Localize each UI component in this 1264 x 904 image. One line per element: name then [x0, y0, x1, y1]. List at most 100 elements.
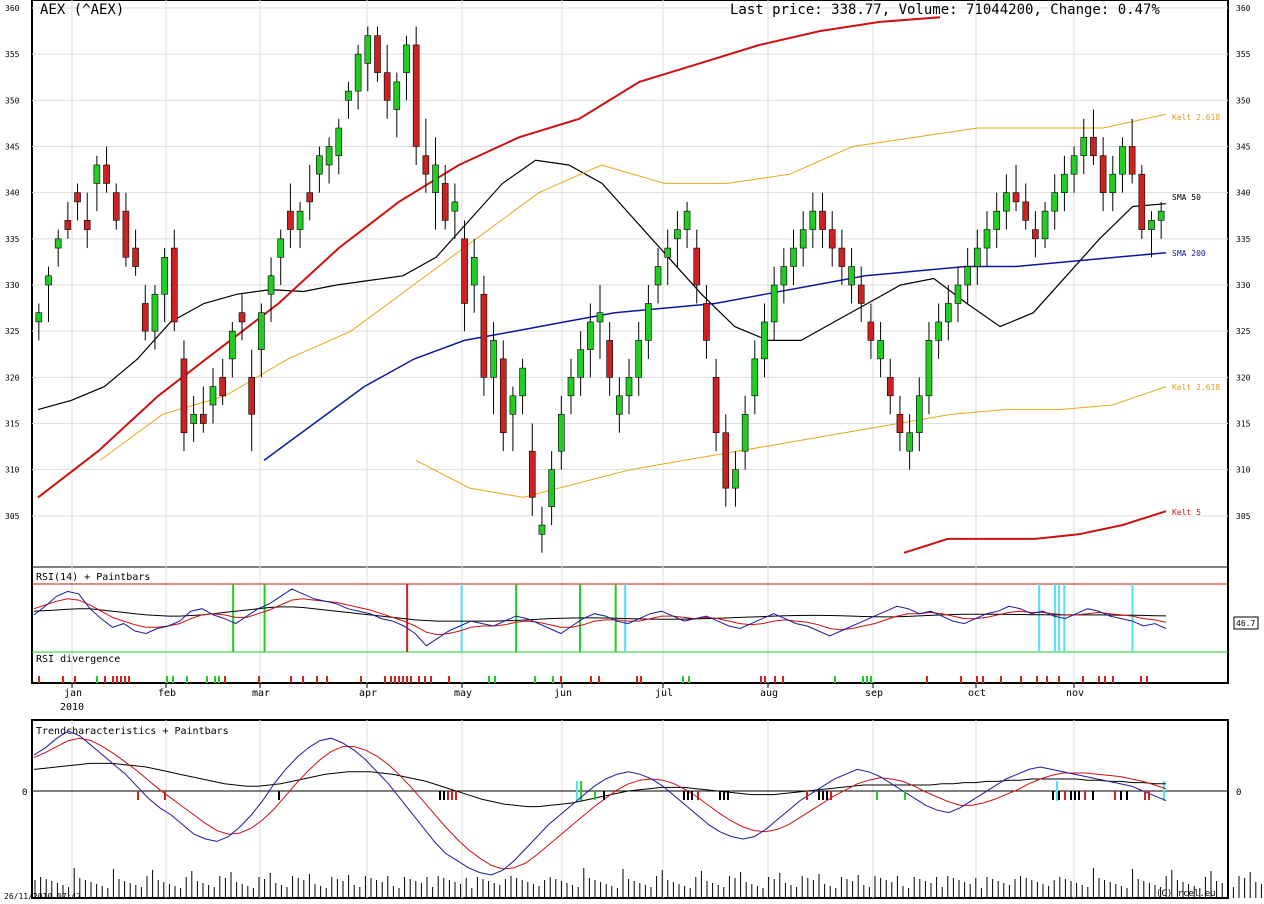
candle-body	[132, 247, 139, 267]
x-tick-label: aug	[760, 688, 778, 699]
copyright: (C) rcel.eu	[1156, 889, 1216, 899]
overlay-line	[903, 510, 1167, 554]
divergence-mark	[1104, 676, 1106, 683]
divergence-mark	[62, 676, 64, 683]
candle-body	[983, 229, 991, 249]
trend-signal-line	[33, 737, 1167, 870]
divergence-mark	[166, 676, 168, 683]
trend-signal-mark	[278, 791, 280, 800]
overlay-line	[99, 113, 1167, 461]
divergence-mark	[774, 676, 776, 683]
candle-body	[732, 469, 739, 489]
divergence-mark	[1036, 676, 1038, 683]
candle-body	[1032, 229, 1039, 240]
candle-body	[190, 413, 197, 424]
candle-body	[828, 229, 836, 249]
divergence-mark	[448, 676, 450, 683]
trend-signal-mark	[451, 791, 453, 800]
candle-body	[83, 220, 91, 230]
divergence-mark	[316, 676, 318, 683]
divergence-mark	[424, 676, 426, 683]
y-ticks-right: 360 355 350 345 340 335 330 325 320 315 310 305	[1236, 4, 1251, 521]
divergence-mark	[534, 676, 536, 683]
trend-line	[33, 730, 1167, 876]
main-frame	[31, 0, 1229, 684]
trend-lines	[33, 730, 1167, 876]
y-tick-label: 340	[5, 189, 20, 198]
y-tick-label: 305	[1236, 512, 1251, 521]
candle-body	[557, 413, 565, 452]
divergence-mark	[402, 676, 404, 683]
x-tick-label: oct	[968, 688, 986, 699]
divergence-mark	[214, 676, 216, 683]
y-tick-label: 310	[5, 466, 20, 475]
trend-signal-mark	[443, 791, 445, 800]
trend-signal-mark	[1144, 791, 1146, 800]
divergence-mark	[1098, 676, 1100, 683]
volume-bars	[34, 868, 1262, 898]
price-stats: Last price: 338.77, Volume: 71044200, Ch…	[730, 2, 1160, 18]
trend-avg-line	[33, 762, 1166, 808]
candle-body	[635, 340, 643, 378]
y-tick-label: 315	[5, 420, 20, 429]
y-tick-label: 320	[5, 373, 20, 382]
trend-signal-mark	[830, 791, 832, 800]
trend-signal-mark	[723, 791, 725, 800]
candle-body	[1128, 146, 1136, 175]
candle-body	[616, 395, 623, 415]
trend-signal-mark	[691, 791, 693, 800]
candle-body	[200, 413, 207, 424]
candle-body	[664, 247, 672, 258]
divergence-mark	[360, 676, 362, 683]
candle-body	[761, 321, 768, 360]
candle-body	[722, 432, 730, 489]
trend-signal-mark	[727, 791, 729, 800]
divergence-mark	[1046, 676, 1048, 683]
y-tick-label: 330	[5, 281, 20, 290]
y-tick-label: 345	[5, 143, 20, 152]
trend-signal-mark	[137, 791, 139, 800]
candle-body	[577, 349, 584, 378]
x-tick-label: jan	[64, 688, 82, 699]
divergence-mark	[290, 676, 292, 683]
divergence-mark	[124, 676, 126, 683]
candle-body	[625, 377, 633, 397]
candle-body	[954, 284, 962, 304]
legend-sma200: SMA 200	[1172, 249, 1206, 258]
divergence-mark	[172, 676, 174, 683]
candle-body	[296, 210, 304, 230]
candle-body	[1022, 201, 1030, 221]
trend-title: Trendcharacteristics + Paintbars	[36, 726, 229, 737]
divergence-mark	[74, 676, 76, 683]
trend-signal-mark	[439, 791, 441, 800]
candle-body	[335, 127, 343, 157]
candle-body	[248, 377, 255, 415]
trend-signal-mark	[1070, 791, 1072, 800]
trend-signal-marks	[137, 791, 1150, 800]
divergence-mark	[866, 676, 868, 683]
candle-body	[1157, 210, 1165, 221]
candle-body	[799, 229, 807, 249]
divergence-mark	[862, 676, 864, 683]
candle-body	[1070, 155, 1078, 175]
divergence-mark	[128, 676, 130, 683]
trend-signal-mark	[904, 791, 906, 800]
x-tick-label: feb	[158, 688, 176, 699]
candle-body	[567, 377, 575, 397]
divergence-mark	[982, 676, 984, 683]
candle-body	[1138, 173, 1146, 230]
rsi-current-value: 46.7	[1236, 619, 1255, 628]
divergence-mark	[120, 676, 122, 683]
overlay-line	[37, 159, 1167, 411]
legend-kelt-lower: Kelt 2.618	[1172, 383, 1220, 392]
trend-signal-mark	[1064, 791, 1066, 800]
trend-signal-mark	[697, 791, 699, 800]
x-tick-label: mar	[252, 688, 270, 699]
candle-body	[964, 266, 971, 286]
candle-body	[325, 146, 333, 166]
divergence-mark	[640, 676, 642, 683]
candle-body	[1148, 220, 1155, 230]
y-tick-label: 355	[1236, 50, 1251, 59]
overlay-line	[415, 386, 1167, 498]
